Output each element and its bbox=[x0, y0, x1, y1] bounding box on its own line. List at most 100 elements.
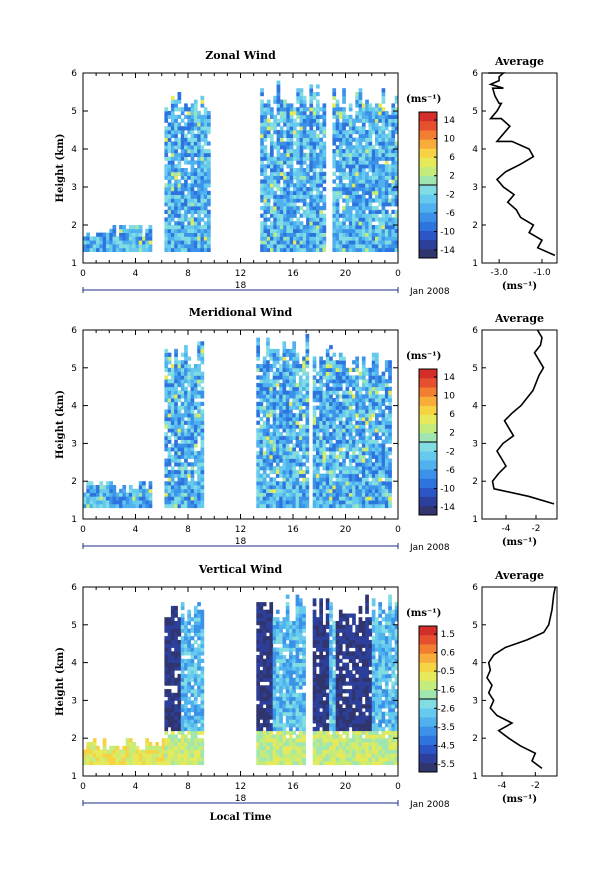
heatmap-cell bbox=[309, 152, 314, 157]
heatmap-cell bbox=[388, 462, 392, 467]
heatmap-cell bbox=[177, 390, 182, 395]
heatmap-cell bbox=[298, 390, 303, 395]
heatmap-cell bbox=[388, 394, 392, 399]
heatmap-cell bbox=[355, 382, 359, 388]
heatmap-cell bbox=[365, 443, 369, 448]
heatmap-cell bbox=[378, 194, 382, 199]
colorbar-tick-label: 10 bbox=[444, 392, 456, 402]
heatmap-cell bbox=[335, 130, 340, 135]
heatmap-cell bbox=[371, 401, 376, 406]
heatmap-cell bbox=[319, 221, 323, 226]
heatmap-cell bbox=[190, 382, 195, 388]
heatmap-cell bbox=[177, 405, 182, 410]
heatmap-cell bbox=[338, 356, 343, 361]
heatmap-cell bbox=[335, 168, 340, 173]
heatmap-cell bbox=[365, 99, 369, 104]
heatmap-cell bbox=[371, 447, 376, 452]
heatmap-cell bbox=[187, 152, 191, 157]
heatmap-cell bbox=[138, 481, 143, 486]
heatmap-cell bbox=[371, 469, 376, 475]
heatmap-cell bbox=[316, 156, 320, 161]
heatmap-cell bbox=[316, 126, 320, 131]
heatmap-cell bbox=[200, 500, 205, 505]
heatmap-cell bbox=[112, 488, 117, 493]
heatmap-cell bbox=[190, 651, 195, 656]
heatmap-cell bbox=[128, 492, 133, 497]
heatmap-cell bbox=[368, 175, 373, 180]
heatmap-cell bbox=[375, 187, 379, 192]
heatmap-cell bbox=[266, 190, 271, 195]
heatmap-cell bbox=[184, 145, 188, 150]
heatmap-cell bbox=[282, 454, 287, 459]
heatmap-cell bbox=[170, 636, 175, 641]
heatmap-cell bbox=[273, 209, 277, 214]
heatmap-cell bbox=[322, 435, 327, 440]
heatmap-cell bbox=[259, 451, 264, 456]
heatmap-cell bbox=[296, 141, 300, 146]
heatmap-cell bbox=[106, 757, 110, 762]
heatmap-cell bbox=[266, 458, 270, 463]
heatmap-cell bbox=[207, 118, 211, 123]
heatmap-cell bbox=[322, 424, 327, 429]
heatmap-cell bbox=[158, 757, 163, 762]
heatmap-cell bbox=[119, 492, 123, 497]
heatmap-cell bbox=[180, 500, 185, 505]
heatmap-cell bbox=[394, 187, 399, 192]
heatmap-cell bbox=[279, 190, 284, 195]
heatmap-cell bbox=[193, 605, 198, 611]
heatmap-cell bbox=[338, 114, 343, 119]
heatmap-cell bbox=[345, 118, 350, 123]
heatmap-cell bbox=[391, 187, 396, 192]
heatmap-cell bbox=[119, 240, 123, 245]
heatmap-cell bbox=[381, 428, 386, 433]
heatmap-cell bbox=[293, 107, 297, 112]
heatmap-cell bbox=[259, 364, 264, 369]
heatmap-cell bbox=[262, 424, 267, 429]
heatmap-cell bbox=[384, 225, 389, 230]
heatmap-cell bbox=[332, 466, 337, 471]
heatmap-cell bbox=[342, 454, 346, 459]
heatmap-cell bbox=[342, 183, 346, 188]
heatmap-cell bbox=[272, 488, 277, 493]
heatmap-cell bbox=[115, 757, 120, 762]
heatmap-cell bbox=[289, 432, 293, 437]
heatmap-cell bbox=[275, 481, 280, 486]
heatmap-cell bbox=[338, 107, 343, 112]
heatmap-cell bbox=[338, 247, 343, 252]
heatmap-cell bbox=[197, 133, 201, 138]
heatmap-cell bbox=[167, 356, 172, 361]
heatmap-cell bbox=[193, 107, 198, 112]
heatmap-cell bbox=[352, 428, 356, 433]
heatmap-cell bbox=[316, 435, 320, 440]
heatmap-cell bbox=[128, 745, 133, 750]
heatmap-cell bbox=[312, 247, 317, 252]
heatmap-cell bbox=[193, 469, 198, 475]
heatmap-cell bbox=[138, 503, 143, 509]
heatmap-cell bbox=[338, 503, 343, 509]
heatmap-cell bbox=[299, 228, 304, 233]
heatmap-cell bbox=[345, 130, 350, 135]
colorbar-swatch bbox=[419, 478, 437, 488]
heatmap-cell bbox=[348, 240, 353, 245]
heatmap-cell bbox=[298, 447, 303, 452]
heatmap-cell bbox=[302, 130, 307, 135]
heatmap-cell bbox=[266, 122, 271, 127]
heatmap-cell bbox=[282, 413, 287, 418]
heatmap-cell bbox=[122, 228, 127, 233]
heatmap-cell bbox=[342, 439, 346, 444]
heatmap-cell bbox=[342, 458, 346, 463]
heatmap-cell bbox=[200, 133, 205, 138]
heatmap-cell bbox=[298, 364, 303, 369]
heatmap-cell bbox=[378, 114, 382, 119]
heatmap-cell bbox=[279, 405, 283, 410]
heatmap-cell bbox=[197, 394, 201, 399]
heatmap-cell bbox=[361, 405, 366, 410]
heatmap-cell bbox=[187, 685, 191, 690]
heatmap-cell bbox=[375, 420, 379, 425]
heatmap-cell bbox=[378, 179, 382, 184]
heatmap-cell bbox=[289, 473, 293, 478]
heatmap-cell bbox=[164, 164, 169, 169]
heatmap-cell bbox=[193, 662, 198, 667]
heatmap-cell bbox=[352, 168, 356, 173]
heatmap-cell bbox=[197, 458, 201, 463]
